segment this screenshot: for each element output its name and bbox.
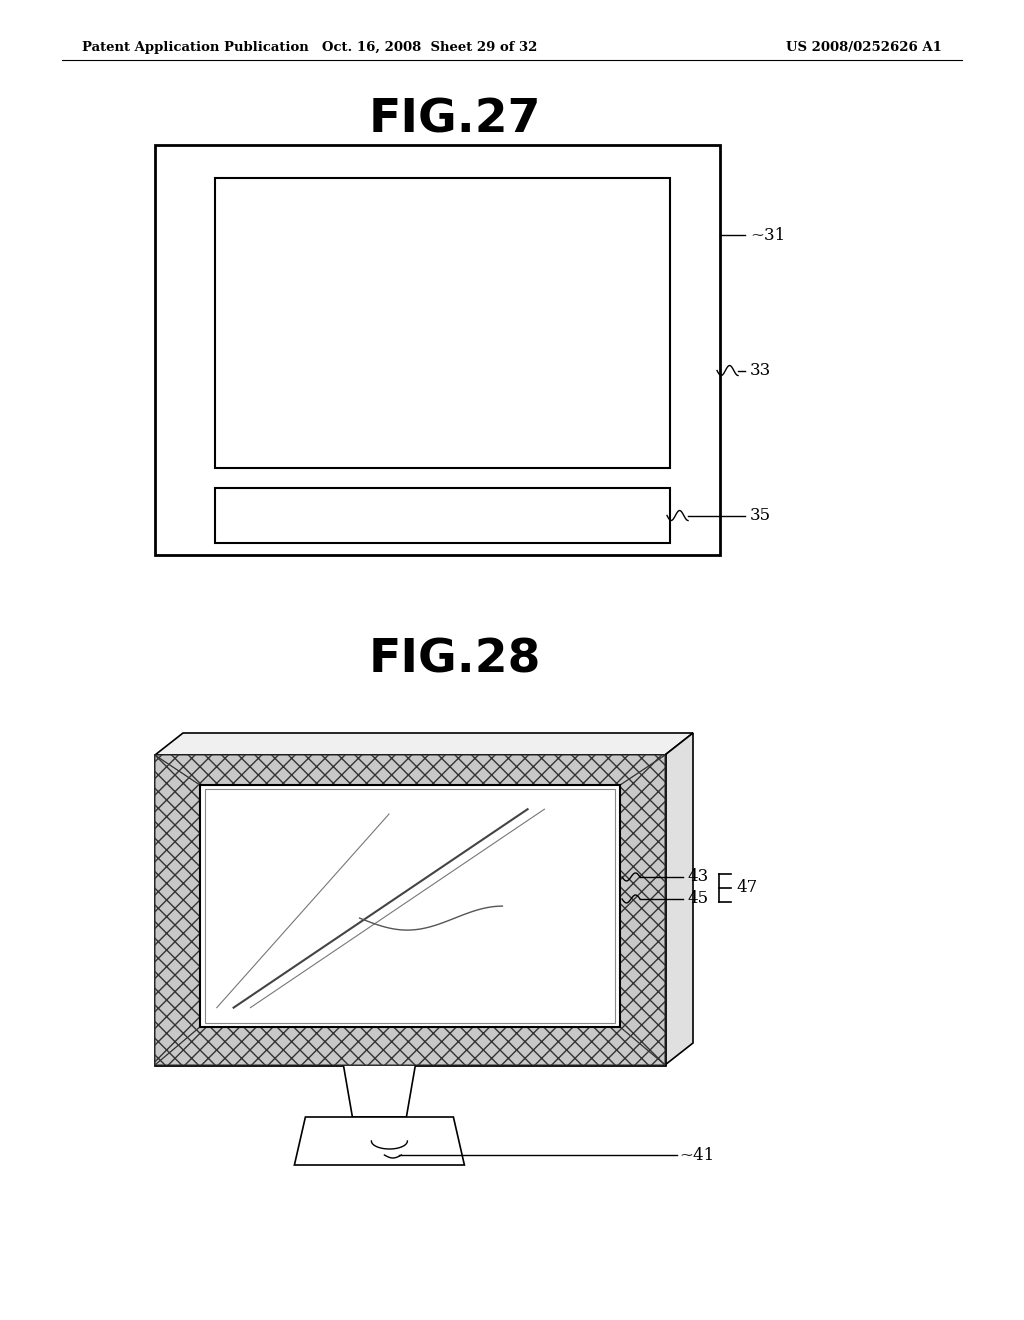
Polygon shape xyxy=(295,1117,465,1166)
Polygon shape xyxy=(155,755,665,785)
Text: FIG.27: FIG.27 xyxy=(369,98,542,143)
Text: 43: 43 xyxy=(687,869,709,886)
Text: 35: 35 xyxy=(750,507,771,524)
Polygon shape xyxy=(665,733,693,1065)
Text: Oct. 16, 2008  Sheet 29 of 32: Oct. 16, 2008 Sheet 29 of 32 xyxy=(323,41,538,54)
Bar xyxy=(155,755,665,1065)
Text: FIG.28: FIG.28 xyxy=(369,638,542,682)
Polygon shape xyxy=(155,755,200,1065)
Polygon shape xyxy=(155,1027,665,1065)
Bar xyxy=(155,145,720,554)
Text: 47: 47 xyxy=(736,879,758,896)
Text: 45: 45 xyxy=(687,891,709,907)
Bar xyxy=(215,178,670,469)
Bar xyxy=(200,785,620,1027)
Text: US 2008/0252626 A1: US 2008/0252626 A1 xyxy=(786,41,942,54)
Text: 33: 33 xyxy=(750,362,771,379)
Polygon shape xyxy=(343,1065,416,1117)
Text: ~41: ~41 xyxy=(679,1147,715,1163)
Polygon shape xyxy=(620,755,665,1065)
Polygon shape xyxy=(155,733,693,755)
Bar xyxy=(215,488,670,543)
Text: Patent Application Publication: Patent Application Publication xyxy=(82,41,309,54)
Text: ~31: ~31 xyxy=(750,227,785,244)
Bar xyxy=(205,789,615,1023)
